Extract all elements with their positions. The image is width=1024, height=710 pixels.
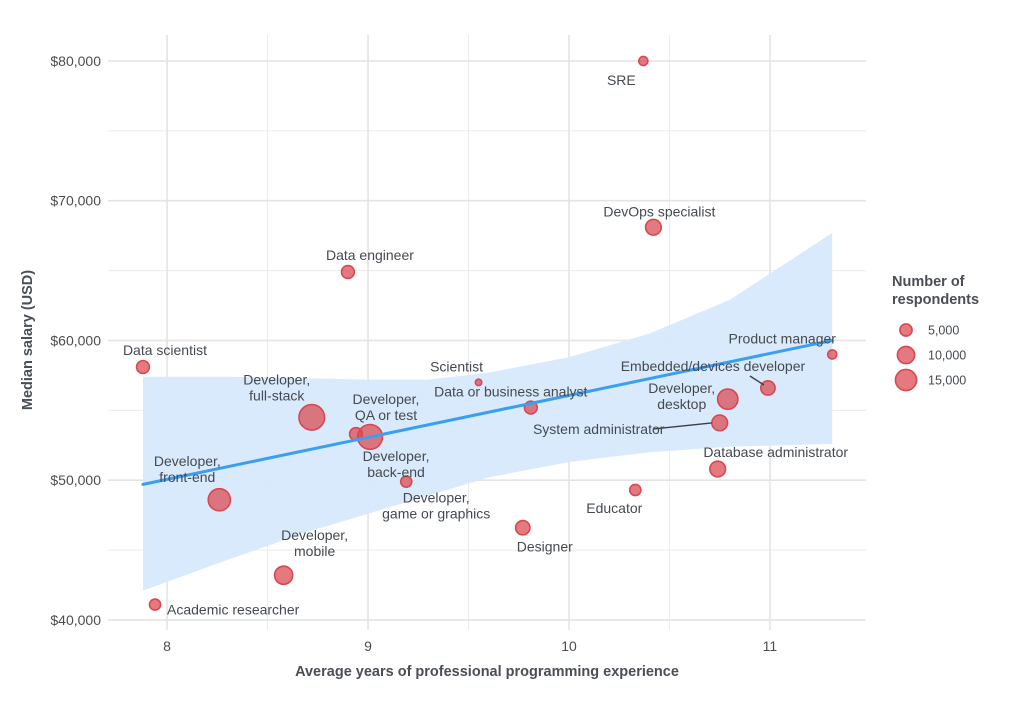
point-label-line: Product manager bbox=[729, 330, 837, 346]
data-point[interactable] bbox=[148, 598, 162, 611]
point-label: Data engineer bbox=[326, 247, 414, 263]
y-tick-label: $70,000 bbox=[50, 193, 101, 209]
point-label-line: front-end bbox=[159, 469, 215, 485]
point-label-line: Designer bbox=[517, 539, 573, 555]
x-axis-ticks: 8 9 10 11 bbox=[163, 638, 777, 654]
point-label: DevOps specialist bbox=[603, 203, 715, 219]
data-point[interactable] bbox=[298, 403, 326, 431]
legend-entries: 5,000 10,000 15,000 bbox=[894, 323, 966, 392]
point-label: Developer, QA or test bbox=[353, 391, 420, 423]
point-label-line: mobile bbox=[294, 543, 335, 559]
point-label: Educator bbox=[586, 500, 642, 516]
point-label: Data scientist bbox=[123, 342, 207, 358]
point-label: Developer, back-end bbox=[363, 448, 430, 480]
point-label: Academic researcher bbox=[167, 602, 300, 618]
legend-entry-label: 5,000 bbox=[928, 324, 959, 338]
data-point[interactable] bbox=[644, 218, 663, 236]
data-point[interactable] bbox=[628, 483, 642, 497]
legend-entry-label: 10,000 bbox=[928, 349, 966, 363]
x-tick-label: 10 bbox=[561, 638, 577, 654]
point-label: Developer, game or graphics bbox=[382, 490, 490, 522]
point-label: Developer, desktop bbox=[648, 380, 715, 412]
x-tick-label: 8 bbox=[163, 638, 171, 654]
data-point[interactable] bbox=[207, 487, 232, 512]
legend-swatch bbox=[896, 345, 916, 365]
legend-swatch bbox=[894, 368, 918, 392]
data-point[interactable] bbox=[709, 460, 727, 478]
point-label: Database administrator bbox=[703, 444, 848, 460]
data-point[interactable] bbox=[638, 55, 649, 67]
label-leader-line bbox=[653, 422, 712, 430]
point-label-line: Academic researcher bbox=[167, 602, 300, 618]
leader-lines bbox=[653, 375, 765, 430]
point-label-line: Developer, bbox=[243, 371, 310, 387]
legend-swatch bbox=[899, 323, 913, 337]
point-label: Developer, mobile bbox=[281, 527, 348, 559]
point-label: Developer, front-end bbox=[154, 453, 221, 485]
point-label-line: Data engineer bbox=[326, 247, 414, 263]
point-label-line: Developer, bbox=[353, 391, 420, 407]
legend-title-line-2: respondents bbox=[892, 292, 979, 308]
point-label-line: QA or test bbox=[355, 407, 417, 423]
point-label-line: Embedded/devices developer bbox=[621, 358, 806, 374]
y-axis-ticks: $40,000 $50,000 $60,000 $70,000 $80,000 bbox=[50, 53, 101, 628]
data-point[interactable] bbox=[135, 359, 151, 375]
y-tick-label: $60,000 bbox=[50, 332, 101, 348]
point-label-line: Developer, bbox=[281, 527, 348, 543]
point-label-line: full-stack bbox=[249, 387, 305, 403]
data-point[interactable] bbox=[759, 380, 776, 396]
point-label-line: Educator bbox=[586, 500, 642, 516]
y-tick-label: $40,000 bbox=[50, 612, 101, 628]
data-point[interactable] bbox=[826, 349, 838, 360]
point-label-line: Developer, bbox=[648, 380, 715, 396]
data-point[interactable] bbox=[474, 378, 483, 387]
point-label-line: Database administrator bbox=[703, 444, 848, 460]
point-label: Embedded/devices developer bbox=[621, 358, 806, 374]
legend-entry-label: 15,000 bbox=[928, 374, 966, 388]
y-axis-title: Median salary (USD) bbox=[20, 270, 36, 410]
point-label-line: Developer, bbox=[154, 453, 221, 469]
label-leader-line bbox=[749, 375, 765, 386]
point-label: Scientist bbox=[430, 358, 483, 374]
data-point[interactable] bbox=[273, 565, 294, 586]
y-tick-label: $80,000 bbox=[50, 53, 101, 69]
trend-line bbox=[141, 338, 834, 486]
point-label: Data or business analyst bbox=[434, 384, 587, 400]
x-tick-label: 11 bbox=[763, 638, 778, 654]
point-label-line: Data scientist bbox=[123, 342, 207, 358]
point-label-line: Developer, bbox=[403, 490, 470, 506]
point-label: Product manager bbox=[729, 330, 837, 346]
point-label-line: DevOps specialist bbox=[603, 203, 715, 219]
point-label-line: SRE bbox=[607, 72, 636, 88]
y-tick-label: $50,000 bbox=[50, 472, 101, 488]
point-label-line: System administrator bbox=[533, 421, 665, 437]
legend-title-line-1: Number of bbox=[892, 274, 965, 290]
data-point[interactable] bbox=[340, 264, 356, 280]
point-label: Designer bbox=[517, 539, 573, 555]
data-point[interactable] bbox=[716, 388, 739, 411]
point-labels: SRE DevOps specialist Data engineer Data sc… bbox=[123, 72, 848, 618]
trend-line-layer bbox=[141, 338, 834, 486]
point-label-line: Data or business analyst bbox=[434, 384, 587, 400]
data-point[interactable] bbox=[399, 475, 413, 488]
point-label-line: Scientist bbox=[430, 358, 483, 374]
x-axis-title: Average years of professional programmin… bbox=[295, 664, 679, 680]
point-label-line: desktop bbox=[657, 396, 706, 412]
point-label-line: game or graphics bbox=[382, 506, 490, 522]
point-label: Developer, full-stack bbox=[243, 371, 310, 403]
legend: Number of respondents 5,000 10,000 15,000 bbox=[892, 274, 979, 392]
data-point[interactable] bbox=[514, 519, 531, 536]
point-label-line: back-end bbox=[367, 464, 425, 480]
point-label: SRE bbox=[607, 72, 636, 88]
data-point[interactable] bbox=[711, 414, 729, 432]
points-layer bbox=[135, 55, 838, 611]
point-label-line: Developer, bbox=[363, 448, 430, 464]
x-tick-label: 9 bbox=[364, 638, 372, 654]
point-label: System administrator bbox=[533, 421, 665, 437]
